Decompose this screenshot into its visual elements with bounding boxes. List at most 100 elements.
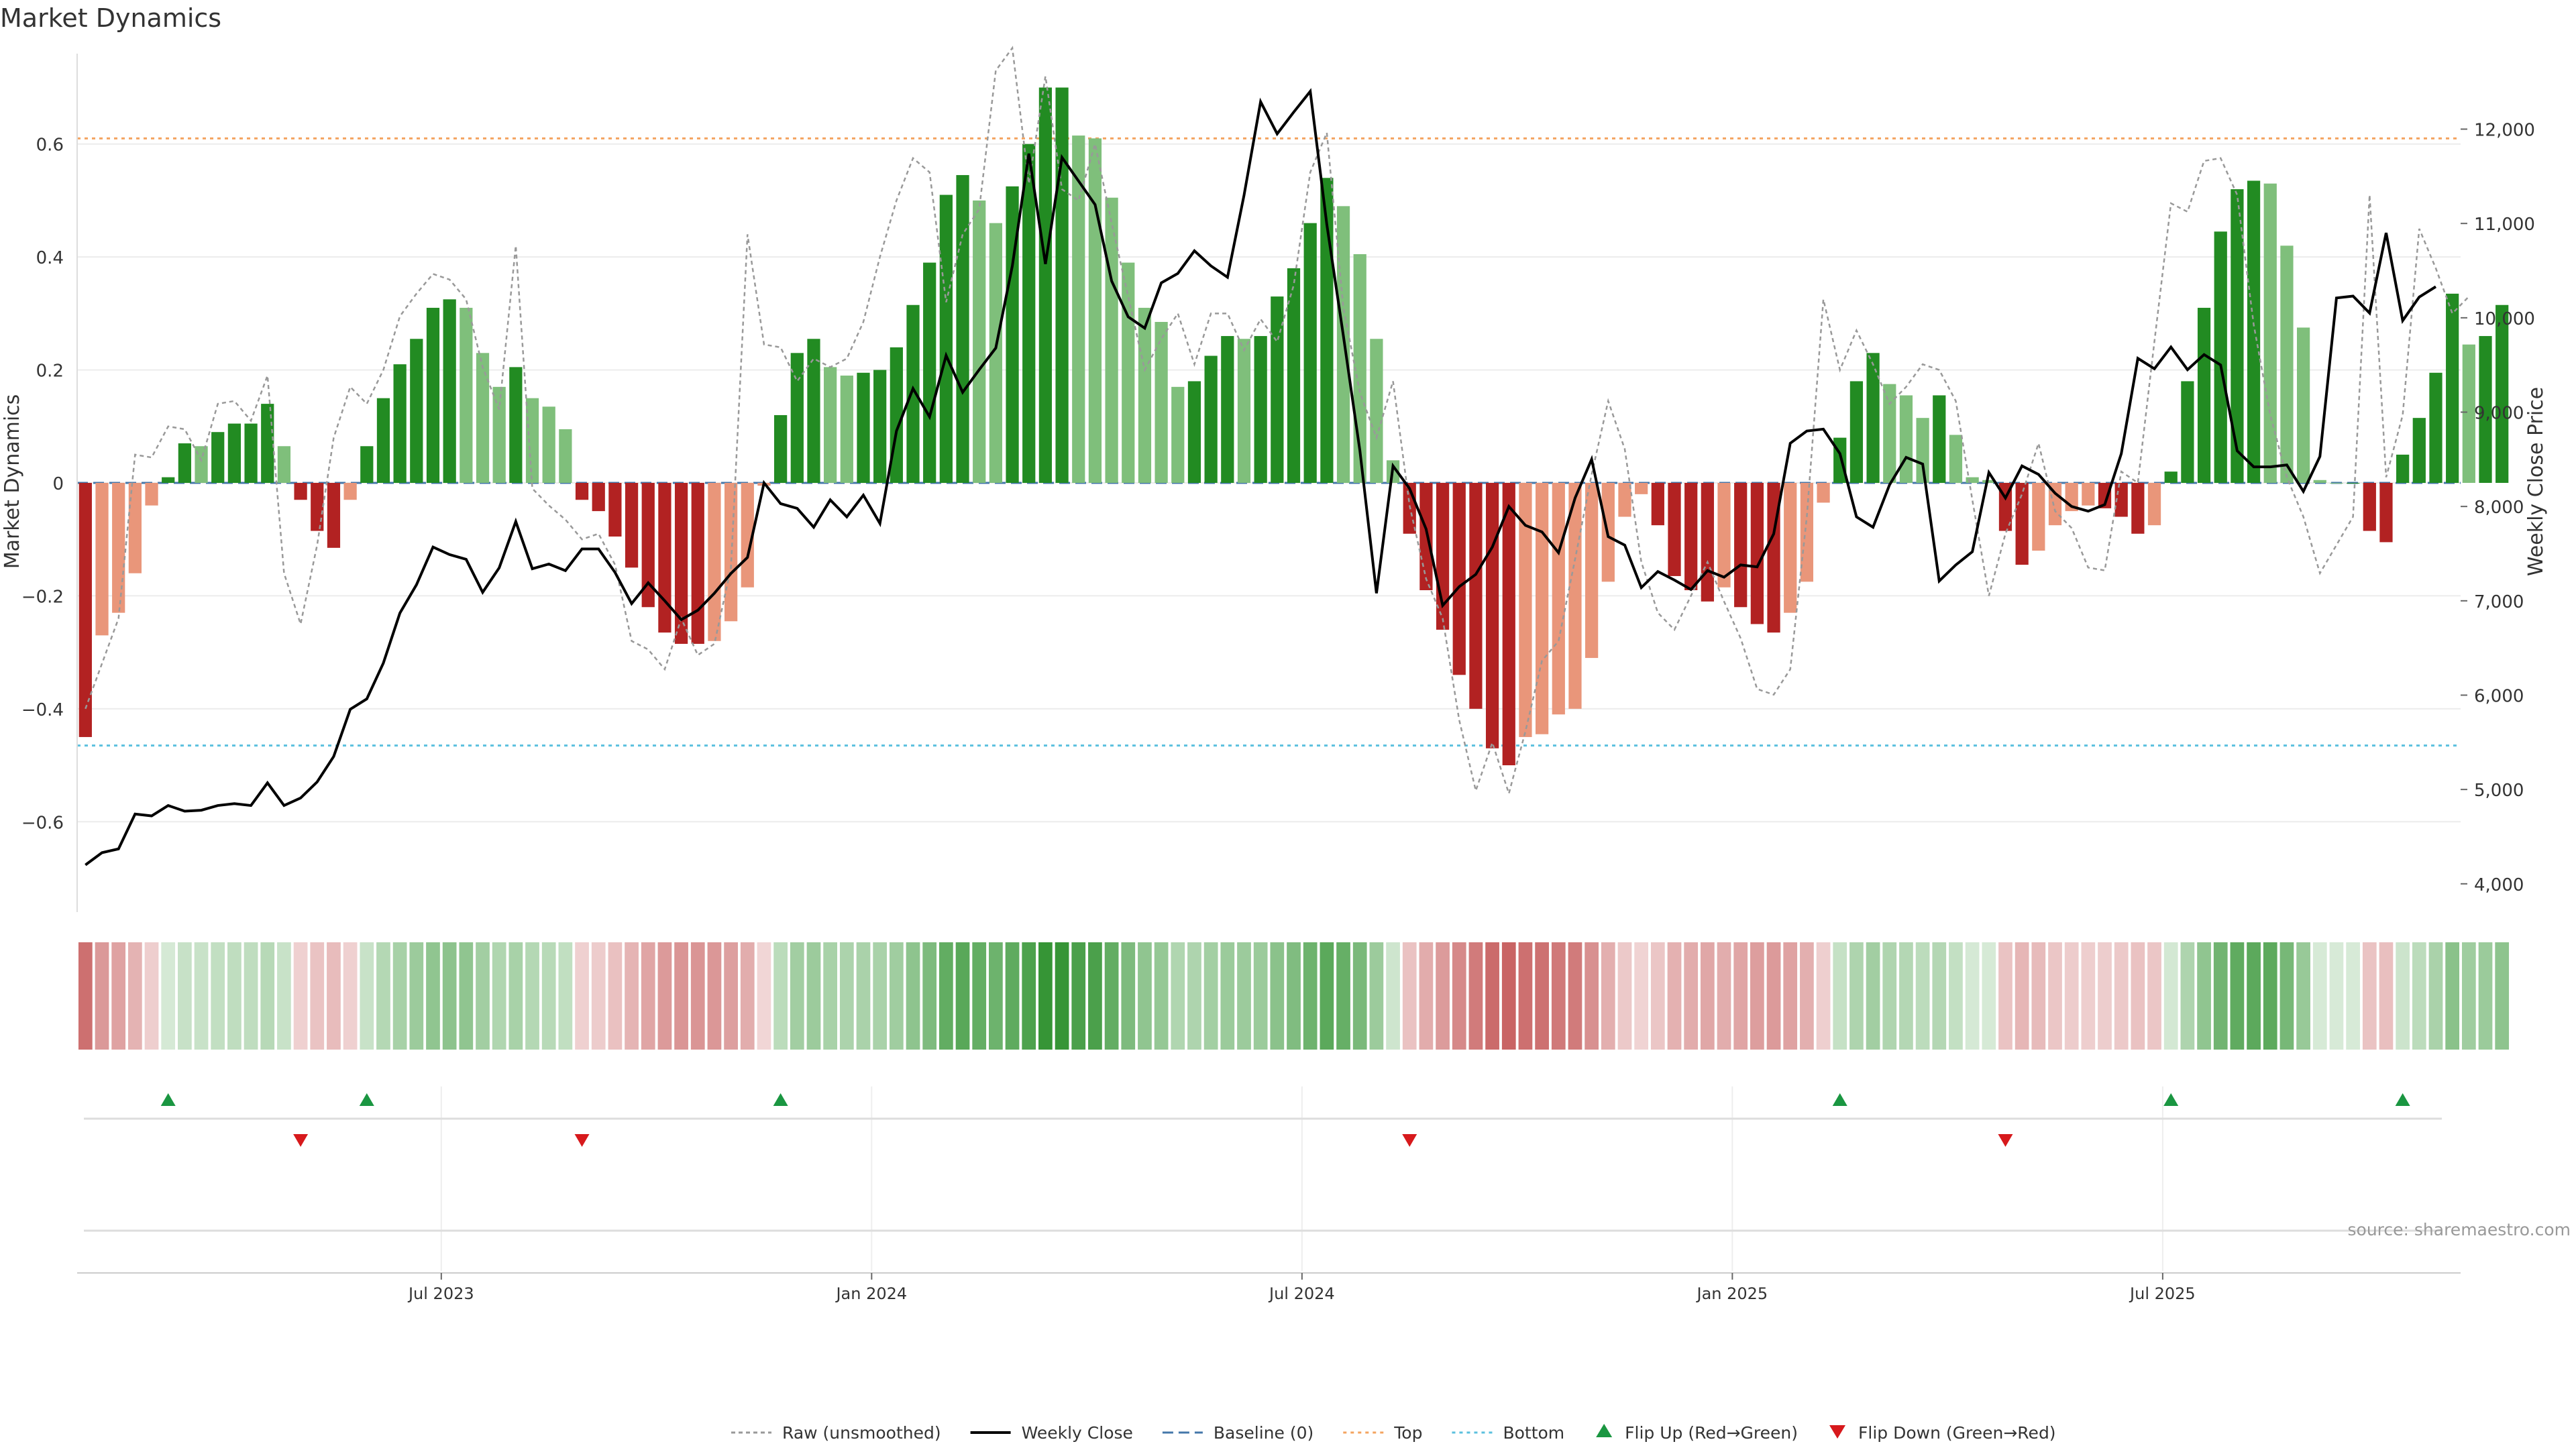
heat-cell	[277, 942, 291, 1050]
dynamics-bar	[78, 483, 92, 737]
heat-cell	[1800, 942, 1814, 1050]
dynamics-bar	[559, 429, 572, 483]
dynamics-bar	[426, 307, 440, 483]
dynamics-bar	[1155, 322, 1168, 483]
heat-cell	[360, 942, 374, 1050]
dynamics-bar	[1485, 483, 1499, 748]
heat-cell	[972, 942, 987, 1050]
heat-cell	[2147, 942, 2161, 1050]
heat-cell	[310, 942, 325, 1050]
dynamics-bar	[2247, 180, 2261, 483]
dynamics-bar	[2346, 483, 2360, 484]
heat-cell	[127, 942, 142, 1050]
dynamics-bar	[1933, 395, 1946, 483]
dynamics-bar	[1254, 336, 1267, 483]
legend-item-flipdown: Flip Down (Green→Red)	[1829, 1423, 2056, 1443]
heat-cell	[1650, 942, 1665, 1050]
dynamics-bar	[2263, 183, 2277, 483]
heat-cell	[1684, 942, 1699, 1050]
dynamics-bar	[1502, 483, 1515, 766]
heat-cell	[293, 942, 308, 1050]
dynamics-bar	[641, 483, 655, 608]
dynamics-bar	[2462, 344, 2475, 483]
flip-down-marker	[293, 1134, 309, 1147]
dynamics-bar	[1800, 483, 1814, 582]
heat-cell	[161, 942, 176, 1050]
dynamics-bar	[674, 483, 688, 644]
weekly-close-series	[85, 88, 2437, 867]
heat-cell	[1386, 942, 1400, 1050]
heat-cell	[955, 942, 970, 1050]
heat-cell	[657, 942, 672, 1050]
dynamics-bar	[1535, 483, 1549, 734]
reference-lines	[77, 137, 2461, 747]
heat-cell	[1055, 942, 1069, 1050]
heat-cell	[1022, 942, 1036, 1050]
dynamics-bar	[277, 446, 291, 483]
legend-item-baseline: Baseline (0)	[1162, 1423, 1313, 1443]
source-note: source: sharemaestro.com	[2348, 1220, 2571, 1239]
y2-axis-label: Weekly Close Price	[2524, 387, 2548, 576]
dynamics-bar	[857, 372, 870, 483]
heat-cell	[1982, 942, 1996, 1050]
y-tick-label: 0.2	[36, 361, 64, 382]
heat-cell	[1766, 942, 1781, 1050]
heat-cell	[2296, 942, 2310, 1050]
x-tick-label: Jan 2025	[1696, 1284, 1768, 1303]
dynamics-bar	[1006, 186, 1019, 483]
y2-tick-label: 8,000	[2474, 498, 2524, 518]
heat-cell	[724, 942, 738, 1050]
dynamics-bar	[2131, 483, 2145, 534]
heat-cell	[409, 942, 424, 1050]
legend-item-close: Weekly Close	[970, 1423, 1133, 1443]
heat-cell	[1535, 942, 1549, 1050]
heat-cell	[1833, 942, 1847, 1050]
y2-tick-label: 9,000	[2474, 404, 2524, 424]
dynamics-bar	[227, 423, 241, 483]
dynamics-bar	[1221, 336, 1234, 483]
heat-cell	[1452, 942, 1466, 1050]
dynamics-bar	[95, 483, 109, 636]
dynamics-bar	[492, 386, 506, 483]
dynamics-bar	[1138, 307, 1152, 483]
heat-cell	[178, 942, 192, 1050]
heat-cell	[426, 942, 440, 1050]
x-axis: Jul 2023 Jan 2024 Jul 2024 Jan 2025 Jul 2025	[77, 1272, 2461, 1303]
dynamics-heatstrip	[78, 942, 2510, 1050]
heat-cell	[1171, 942, 1185, 1050]
dynamics-bar	[1303, 223, 1317, 483]
dynamics-bar	[2496, 304, 2509, 483]
heat-cell	[525, 942, 539, 1050]
dynamics-bar	[1982, 480, 1996, 483]
flip-up-marker	[773, 1093, 788, 1106]
heat-cell	[625, 942, 639, 1050]
heat-cell	[1336, 942, 1350, 1050]
heat-cell	[690, 942, 705, 1050]
heat-cell	[144, 942, 159, 1050]
heat-cell	[2428, 942, 2443, 1050]
dynamics-bar	[145, 483, 158, 506]
heat-cell	[1501, 942, 1516, 1050]
heat-cell	[1783, 942, 1798, 1050]
heat-cell	[2312, 942, 2327, 1050]
dynamics-bar	[658, 483, 672, 633]
y-tick-label: −0.2	[21, 587, 64, 607]
heat-cell	[2031, 942, 2046, 1050]
x-tick-label: Jul 2023	[407, 1284, 474, 1303]
dynamics-bar	[973, 200, 986, 483]
heat-cell	[1468, 942, 1483, 1050]
dynamics-bar	[1635, 483, 1648, 494]
dynamics-bar	[1668, 483, 1681, 576]
dynamics-bar	[1038, 87, 1053, 484]
dynamics-bar	[1585, 483, 1599, 659]
heat-cell	[111, 942, 126, 1050]
dynamics-bar	[1370, 339, 1383, 483]
heat-cell	[575, 942, 589, 1050]
dynamics-bar	[2032, 483, 2045, 551]
dynamics-bar	[691, 483, 704, 644]
heat-cell	[939, 942, 953, 1050]
dynamics-bar	[211, 432, 225, 483]
legend-label: Raw (unsmoothed)	[782, 1423, 941, 1443]
